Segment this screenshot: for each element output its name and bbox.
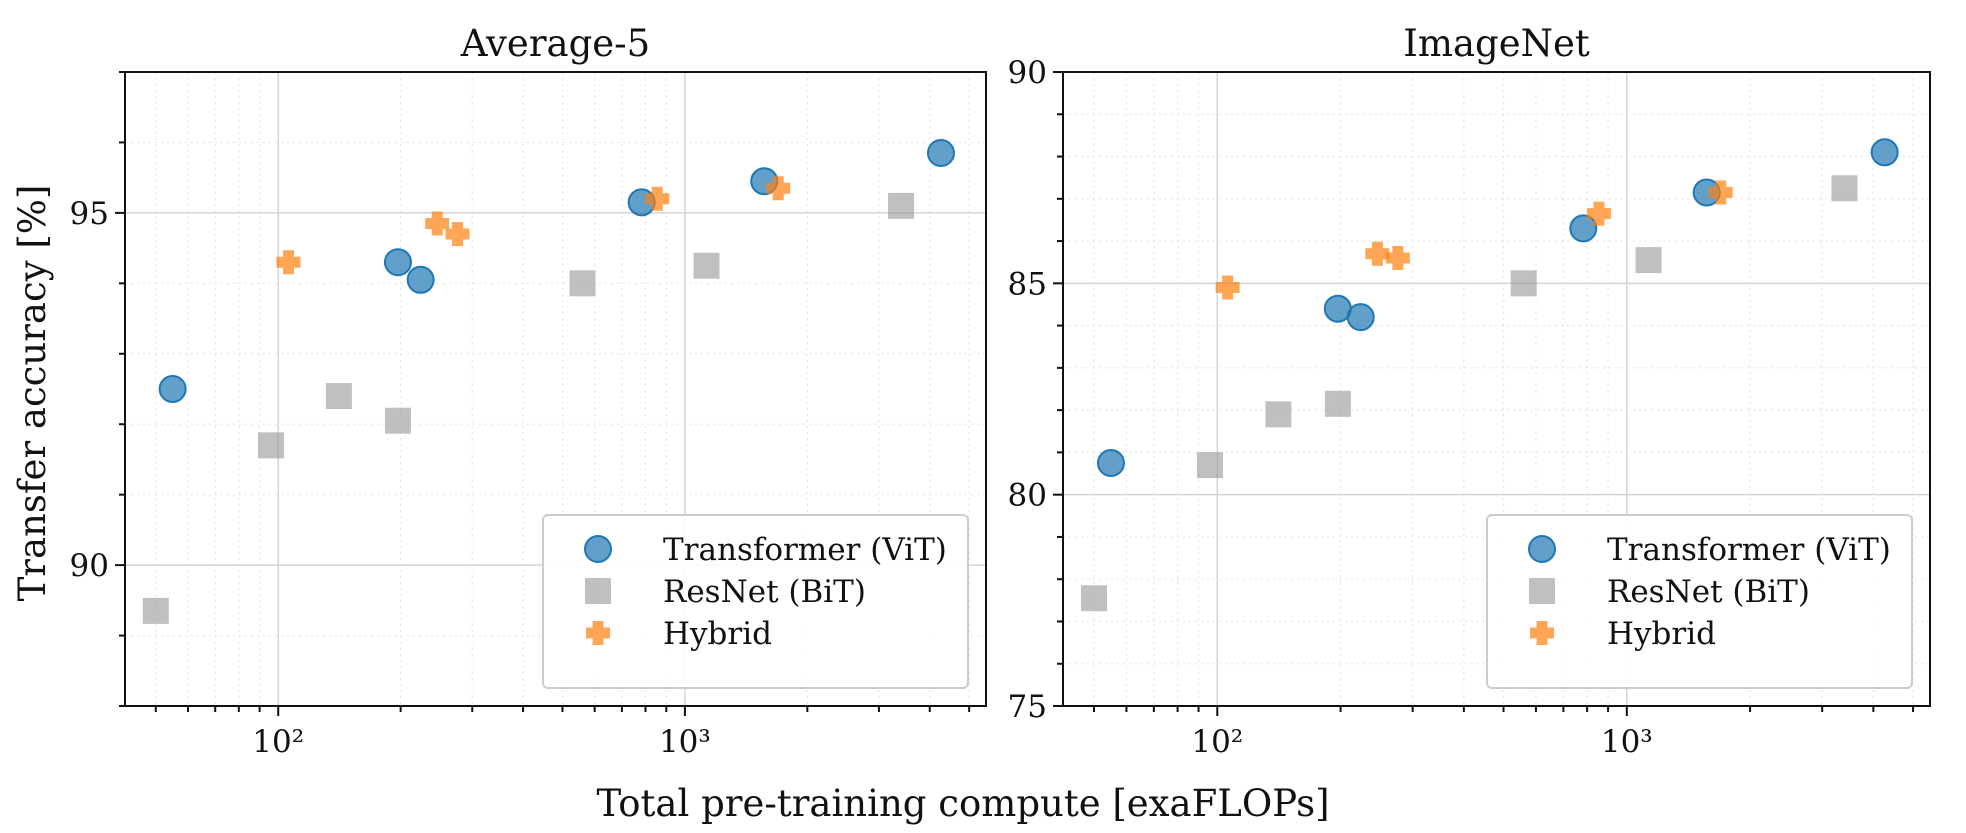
panel-imagenet: ImageNet 10² 10³ 75 80 85 90 Transformer (ViT) R… [1008,22,1931,760]
legend: Transformer (ViT) ResNet (BiT) Hybrid [542,514,969,689]
data-point-square [1265,401,1292,428]
x-axis-label: Total pre-training compute [exaFLOPs] [596,782,1329,825]
legend-marker-plus [1530,621,1554,645]
legend-marker-square [1529,578,1555,604]
series-square [1081,175,1858,612]
y-tick-label: 90 [70,548,109,584]
panel-average-5: Average-5 10² 10³ 90 95 Transformer (ViT) ResN… [70,22,987,760]
data-point-square [1197,452,1224,479]
data-point-plus [1708,180,1733,205]
series-circle [158,139,955,403]
data-point-square [693,252,720,279]
legend-marker-circle [1528,535,1556,563]
legend-label: ResNet (BiT) [1607,574,1810,610]
data-point-square [142,597,169,624]
data-point-square [258,432,285,459]
data-point-circle [1569,214,1598,243]
series-square [142,192,915,624]
legend-label: Hybrid [1607,616,1716,652]
plot-frame [124,71,987,707]
series-plus [1215,180,1733,300]
data-point-square [1510,270,1537,297]
legend: Transformer (ViT) ResNet (BiT) Hybrid [1486,514,1913,689]
data-point-circle [1346,303,1375,332]
y-tick-label: 80 [1008,478,1047,514]
x-tick-label: 10² [252,724,304,760]
legend-box [542,514,969,689]
x-tick-label: 10² [1191,724,1243,760]
data-point-square [888,192,915,219]
data-point-plus [766,176,791,201]
data-point-plus [425,211,450,236]
data-point-square [1635,247,1662,274]
x-tick-label: 10³ [1601,724,1653,760]
data-point-square [1081,585,1108,612]
y-tick-label: 95 [70,196,109,232]
data-point-square [1324,390,1351,417]
chart-title: Average-5 [460,22,650,65]
legend-marker-plus [586,621,610,645]
legend-label: Transformer (ViT) [663,532,947,568]
y-tick-label: 85 [1008,266,1047,302]
series-plus [276,176,791,275]
plot-frame [1062,71,1931,707]
data-point-circle [406,265,435,294]
legend-marker-circle [584,535,612,563]
legend-label: ResNet (BiT) [663,574,866,610]
data-point-plus [1385,245,1410,270]
data-point-plus [1215,275,1240,300]
data-point-plus [1586,201,1611,226]
y-tick-label: 75 [1008,689,1047,725]
series-circle [1096,138,1899,477]
data-point-square [569,270,596,297]
y-axis-label: Transfer accuracy [%] [11,185,54,602]
legend-marker-square [585,578,611,604]
data-point-circle [383,248,412,277]
data-points [142,139,955,624]
data-points [1081,138,1899,612]
data-point-plus [1365,241,1390,266]
data-point-circle [158,375,187,403]
data-point-circle [926,139,955,168]
legend-box [1486,514,1913,689]
data-point-plus [276,250,301,275]
x-tick-label: 10³ [659,724,711,760]
data-point-square [325,383,352,410]
legend-label: Transformer (ViT) [1607,532,1891,568]
legend-label: Hybrid [663,616,772,652]
data-point-plus [445,222,470,247]
data-point-plus [645,186,670,211]
data-point-circle [1096,448,1125,477]
data-point-square [384,407,411,434]
data-point-square [1831,175,1858,202]
data-point-circle [1870,138,1899,167]
chart-title: ImageNet [1403,22,1590,65]
y-tick-label: 90 [1008,55,1047,91]
